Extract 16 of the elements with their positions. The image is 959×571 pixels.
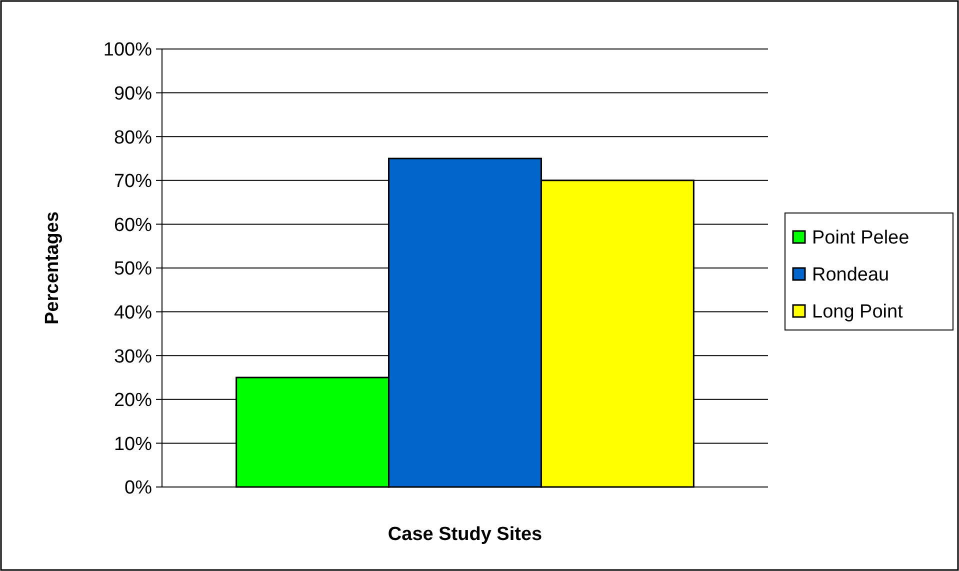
y-tick-label: 70% <box>114 171 152 192</box>
legend-label: Long Point <box>812 302 904 323</box>
y-tick-label: 30% <box>114 346 152 368</box>
y-axis-title: Percentages <box>42 211 63 325</box>
x-axis-title: Case Study Sites <box>388 524 542 545</box>
y-tick-label: 100% <box>103 40 152 61</box>
y-tick-label: 50% <box>114 258 152 280</box>
legend-label: Rondeau <box>812 264 890 286</box>
y-tick-label: 40% <box>114 302 152 324</box>
y-tick-label: 20% <box>114 390 152 412</box>
y-tick-label: 80% <box>114 127 152 148</box>
y-tick-label: 90% <box>114 83 152 104</box>
y-tick-label: 10% <box>114 434 152 455</box>
y-tick-label: 60% <box>114 214 152 236</box>
legend-label: Point Pelee <box>812 228 910 249</box>
y-tick-label: 0% <box>124 478 152 499</box>
